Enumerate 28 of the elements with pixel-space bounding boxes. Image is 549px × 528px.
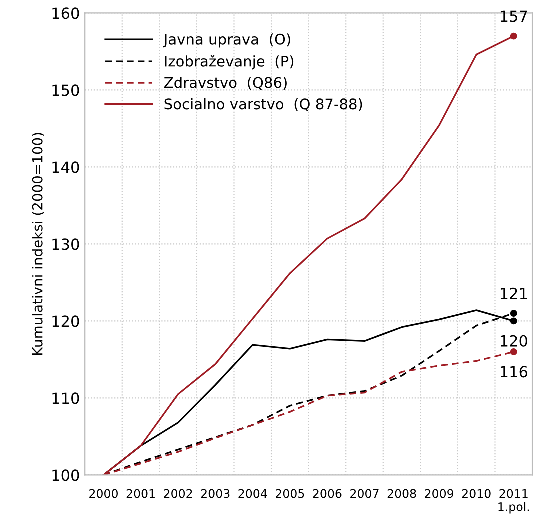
x-tick-label: 2007 — [350, 489, 379, 498]
x-tick-label: 2011 1.pol. — [498, 489, 530, 514]
data-label: 116 — [500, 366, 528, 378]
data-label: 120 — [500, 335, 528, 347]
y-tick-label: 160 — [52, 8, 80, 20]
x-tick-label: 2010 — [462, 489, 491, 498]
legend-label: Socialno varstvo (Q 87-88) — [164, 98, 362, 112]
legend-label: Javna uprava (O) — [163, 34, 290, 48]
x-tick-label: 2001 — [126, 489, 155, 498]
y-tick-label: 150 — [52, 84, 80, 96]
y-tick-label: 140 — [52, 162, 80, 174]
x-tick-label: 2004 — [238, 489, 268, 498]
x-tick-label: 2006 — [313, 489, 342, 498]
x-tick-label: 2002 — [164, 489, 192, 498]
legend-label: Izobraževanje (P) — [165, 55, 294, 70]
legend-label: Zdravstvo (Q86) — [164, 77, 287, 90]
y-tick-label: 120 — [52, 316, 80, 328]
x-tick-label: 2003 — [201, 489, 230, 498]
y-tick-label: 130 — [52, 238, 80, 250]
x-tick-label: 2008 — [388, 489, 416, 498]
x-tick-label: 2005 — [276, 489, 304, 498]
y-axis-title: Kumulativni indeksi (2000=100) — [32, 133, 44, 356]
x-tick-label: 2000 — [90, 489, 118, 498]
x-tick-label: 2009 — [425, 489, 454, 498]
data-label: 121 — [500, 288, 528, 300]
y-tick-label: 110 — [52, 392, 80, 404]
data-label: 157 — [500, 10, 528, 22]
y-tick-label: 100 — [52, 470, 80, 482]
